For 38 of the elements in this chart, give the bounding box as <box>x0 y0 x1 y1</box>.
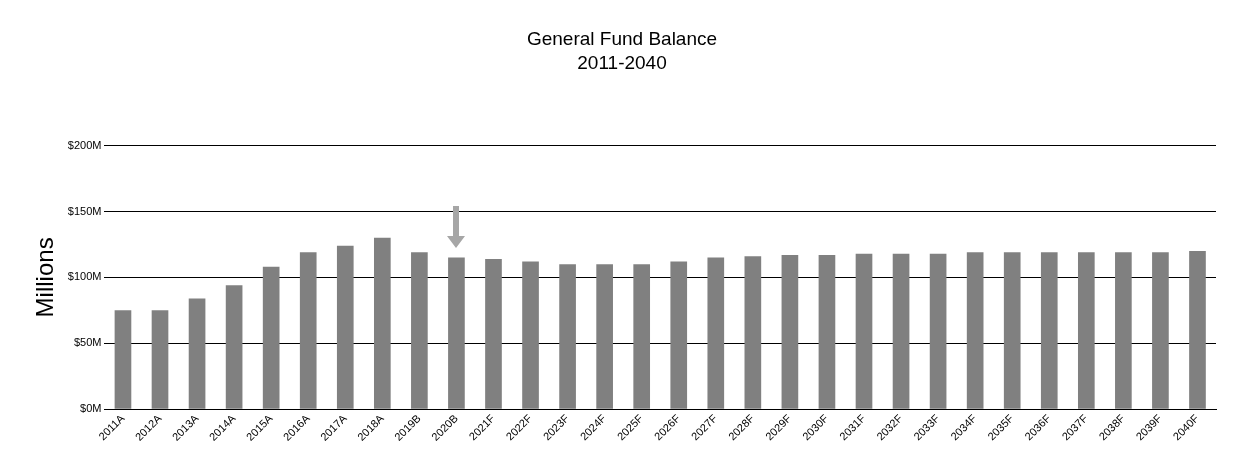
bar <box>1189 251 1206 409</box>
bar <box>855 253 873 409</box>
bar <box>485 258 502 409</box>
bar <box>1077 252 1095 409</box>
bar <box>448 257 465 409</box>
bar <box>373 237 391 409</box>
y-tick-label: $100M <box>67 270 102 283</box>
bar <box>411 252 428 409</box>
y-tick-label: $0M <box>80 402 102 415</box>
bar <box>781 254 799 409</box>
bar <box>1115 252 1132 409</box>
bar <box>670 261 688 409</box>
bar <box>707 257 725 409</box>
chart-subtitle: 2011-2040 <box>577 52 667 74</box>
y-tick-label: $150M <box>67 204 102 217</box>
bar <box>151 310 169 409</box>
bar <box>744 256 762 409</box>
y-axis-title: Millions <box>31 237 59 318</box>
bar <box>929 253 947 409</box>
bar <box>559 264 576 409</box>
chart-title: General Fund Balance <box>526 27 718 49</box>
y-tick-label: $50M <box>73 336 102 349</box>
bar <box>596 264 613 409</box>
bar <box>114 310 132 409</box>
y-tick-label: $200M <box>67 138 102 151</box>
bar <box>336 245 354 409</box>
bar <box>818 254 836 409</box>
bar <box>299 252 317 409</box>
bar <box>1003 252 1021 409</box>
bar <box>633 264 651 409</box>
bar <box>1152 252 1169 409</box>
bar <box>188 298 206 409</box>
bar <box>966 252 984 409</box>
bar <box>892 253 910 409</box>
bar <box>225 285 243 409</box>
bar <box>1040 252 1058 409</box>
bar <box>522 261 539 409</box>
bar <box>262 266 280 409</box>
